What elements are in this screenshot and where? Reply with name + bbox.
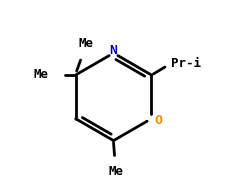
Text: Me: Me <box>34 68 49 81</box>
Text: N: N <box>109 44 118 57</box>
Text: Me: Me <box>108 165 123 178</box>
Text: Pr-i: Pr-i <box>171 57 201 70</box>
Text: O: O <box>154 114 162 127</box>
Text: Me: Me <box>78 37 93 50</box>
